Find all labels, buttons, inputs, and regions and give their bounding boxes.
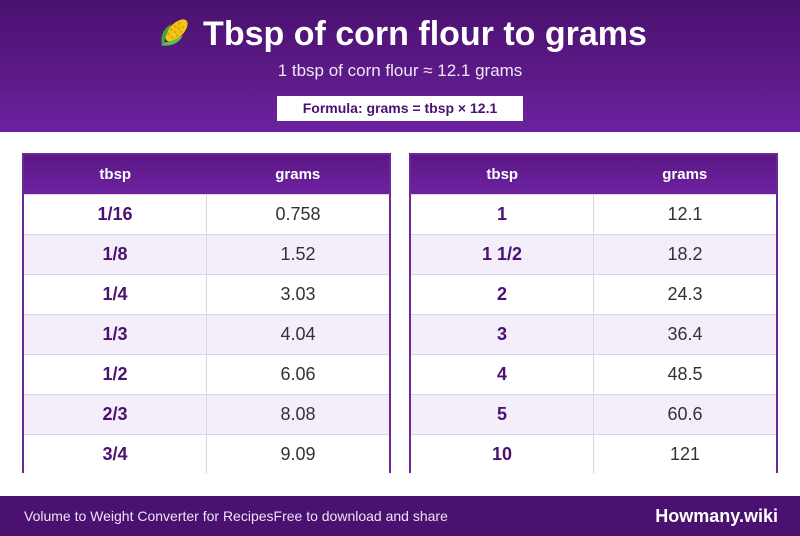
tbsp-cell: 1/8 [24,235,207,274]
table-row: 2 24.3 [411,274,776,314]
table-row: 2/3 8.08 [24,394,389,434]
header: Tbsp of corn flour to grams 1 tbsp of co… [0,0,800,132]
table-header: tbsp grams [24,155,389,194]
corn-icon [161,19,188,46]
column-header-grams: grams [662,166,708,183]
grams-cell: 12.1 [667,204,703,224]
grams-cell: 4.04 [280,324,316,344]
conversion-table-right: tbsp grams 1 12.1 1 1/2 18.2 2 24.3 3 36.4 4… [409,153,778,474]
tbsp-cell: 5 [411,395,594,434]
tbsp-cell: 1 1/2 [411,235,594,274]
table-row: 1/16 0.758 [24,194,389,234]
grams-cell: 8.08 [280,404,316,424]
grams-cell: 18.2 [667,244,703,264]
column-header-tbsp: tbsp [486,166,519,183]
tbsp-cell: 4 [411,355,594,394]
title-text: Tbsp of corn flour to grams [203,15,647,53]
grams-cell: 9.09 [280,444,316,464]
tbsp-cell: 1/2 [24,355,207,394]
table-row: 1/4 3.03 [24,274,389,314]
grams-cell: 0.758 [275,204,321,224]
grams-cell: 60.6 [667,404,703,424]
tbsp-cell: 1/16 [24,195,207,234]
tbsp-cell: 1/3 [24,315,207,354]
tbsp-cell: 1/4 [24,275,207,314]
tbsp-cell: 1 [411,195,594,234]
footer: Volume to Weight Converter for RecipesFr… [0,496,800,536]
table-row: 3/4 9.09 [24,434,389,474]
tbsp-cell: 2 [411,275,594,314]
tbsp-cell: 3 [411,315,594,354]
grams-cell: 3.03 [280,284,316,304]
table-row: 4 48.5 [411,354,776,394]
formula-badge: Formula: grams = tbsp × 12.1 [277,96,523,121]
table-row: 1 1/2 18.2 [411,234,776,274]
footer-caption: Volume to Weight Converter for RecipesFr… [24,496,448,536]
table-row: 1/3 4.04 [24,314,389,354]
table-row: 1/2 6.06 [24,354,389,394]
page-title: Tbsp of corn flour to grams [0,14,800,54]
grams-cell: 36.4 [667,324,703,344]
footer-tagline: Volume to Weight Converter for Recipes [24,508,274,524]
table-row: 10 121 [411,434,776,474]
column-header-tbsp: tbsp [99,166,132,183]
brand-logo: Howmany.wiki [655,506,778,526]
grams-cell: 24.3 [667,284,703,304]
table-header: tbsp grams [411,155,776,194]
conversion-table-left: tbsp grams 1/16 0.758 1/8 1.52 1/4 3.03 1/3… [22,153,391,474]
tbsp-cell: 10 [411,435,594,474]
table-row: 3 36.4 [411,314,776,354]
column-header-grams: grams [275,166,321,183]
table-row: 1 12.1 [411,194,776,234]
table-row: 1/8 1.52 [24,234,389,274]
grams-cell: 121 [669,444,701,464]
subtitle: 1 tbsp of corn flour ≈ 12.1 grams [277,61,523,80]
grams-cell: 6.06 [280,364,316,384]
tbsp-cell: 3/4 [24,435,207,474]
tbsp-cell: 2/3 [24,395,207,434]
grams-cell: 48.5 [667,364,703,384]
grams-cell: 1.52 [280,244,316,264]
footer-note: Free to download and share [273,508,448,524]
table-row: 5 60.6 [411,394,776,434]
